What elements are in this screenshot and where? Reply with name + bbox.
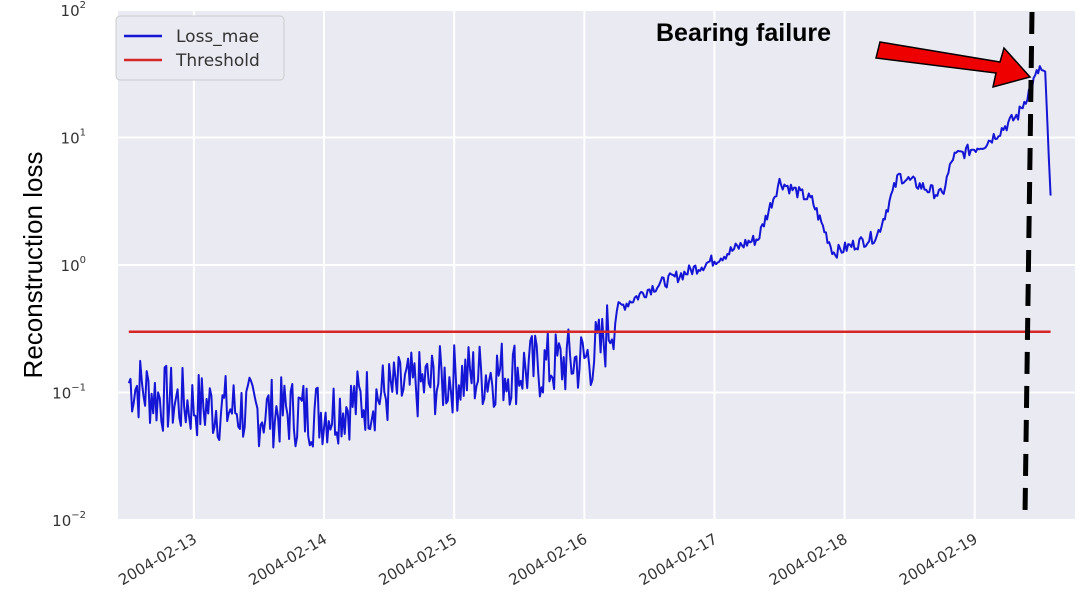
series-layer [127,65,1052,449]
x-tick-label: 2004-02-16 [506,530,591,589]
failure-arrow-icon [875,41,1032,89]
x-tick-label: 2004-02-19 [896,530,981,589]
y-tick-label: 102 [61,0,86,20]
x-axis-ticks: 2004-02-13 2004-02-14 2004-02-15 2004-02-16… [115,530,980,589]
x-tick-label: 2004-02-18 [766,530,851,589]
annotation-bearing-failure: Bearing failure [656,19,831,47]
y-tick-label: 10−2 [52,510,86,530]
y-tick-label: 101 [61,128,86,148]
legend-label-threshold: Threshold [175,51,260,71]
x-tick-label: 2004-02-14 [246,530,331,589]
failure-marker-line [1022,11,1035,516]
y-tick-label: 100 [61,255,86,275]
x-tick-label: 2004-02-13 [115,530,200,589]
y-tick-label: 10−1 [52,383,86,403]
grid [118,9,1075,521]
legend-label-loss: Loss_mae [176,27,259,47]
y-axis-label: Reconstruction loss [18,152,48,379]
legend: Loss_mae Threshold [115,15,285,81]
y-axis-ticks: 10−2 10−1 100 101 102 [52,0,86,530]
series-line-loss-mae [127,65,1052,449]
x-tick-label: 2004-02-17 [636,530,721,589]
x-tick-label: 2004-02-15 [376,530,461,589]
legend-box [115,15,285,81]
